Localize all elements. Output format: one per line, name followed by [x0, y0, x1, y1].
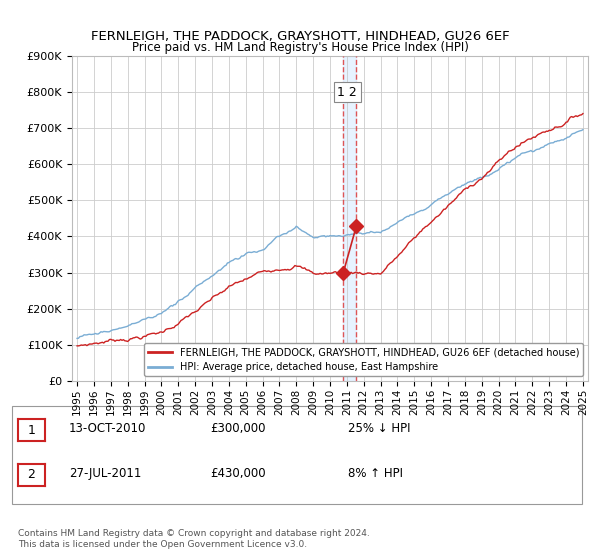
Text: 1: 1 — [28, 423, 35, 437]
Text: £430,000: £430,000 — [210, 466, 266, 480]
Text: 8% ↑ HPI: 8% ↑ HPI — [348, 466, 403, 480]
Text: 1 2: 1 2 — [337, 86, 357, 99]
Legend: FERNLEIGH, THE PADDOCK, GRAYSHOTT, HINDHEAD, GU26 6EF (detached house), HPI: Ave: FERNLEIGH, THE PADDOCK, GRAYSHOTT, HINDH… — [144, 343, 583, 376]
Text: FERNLEIGH, THE PADDOCK, GRAYSHOTT, HINDHEAD, GU26 6EF: FERNLEIGH, THE PADDOCK, GRAYSHOTT, HINDH… — [91, 30, 509, 43]
Text: £300,000: £300,000 — [210, 422, 265, 435]
Text: 25% ↓ HPI: 25% ↓ HPI — [348, 422, 410, 435]
Text: Contains HM Land Registry data © Crown copyright and database right 2024.
This d: Contains HM Land Registry data © Crown c… — [18, 529, 370, 549]
Text: 2: 2 — [28, 468, 35, 482]
Text: Price paid vs. HM Land Registry's House Price Index (HPI): Price paid vs. HM Land Registry's House … — [131, 41, 469, 54]
Text: 13-OCT-2010: 13-OCT-2010 — [69, 422, 146, 435]
Text: 27-JUL-2011: 27-JUL-2011 — [69, 466, 142, 480]
Bar — [343, 56, 356, 381]
